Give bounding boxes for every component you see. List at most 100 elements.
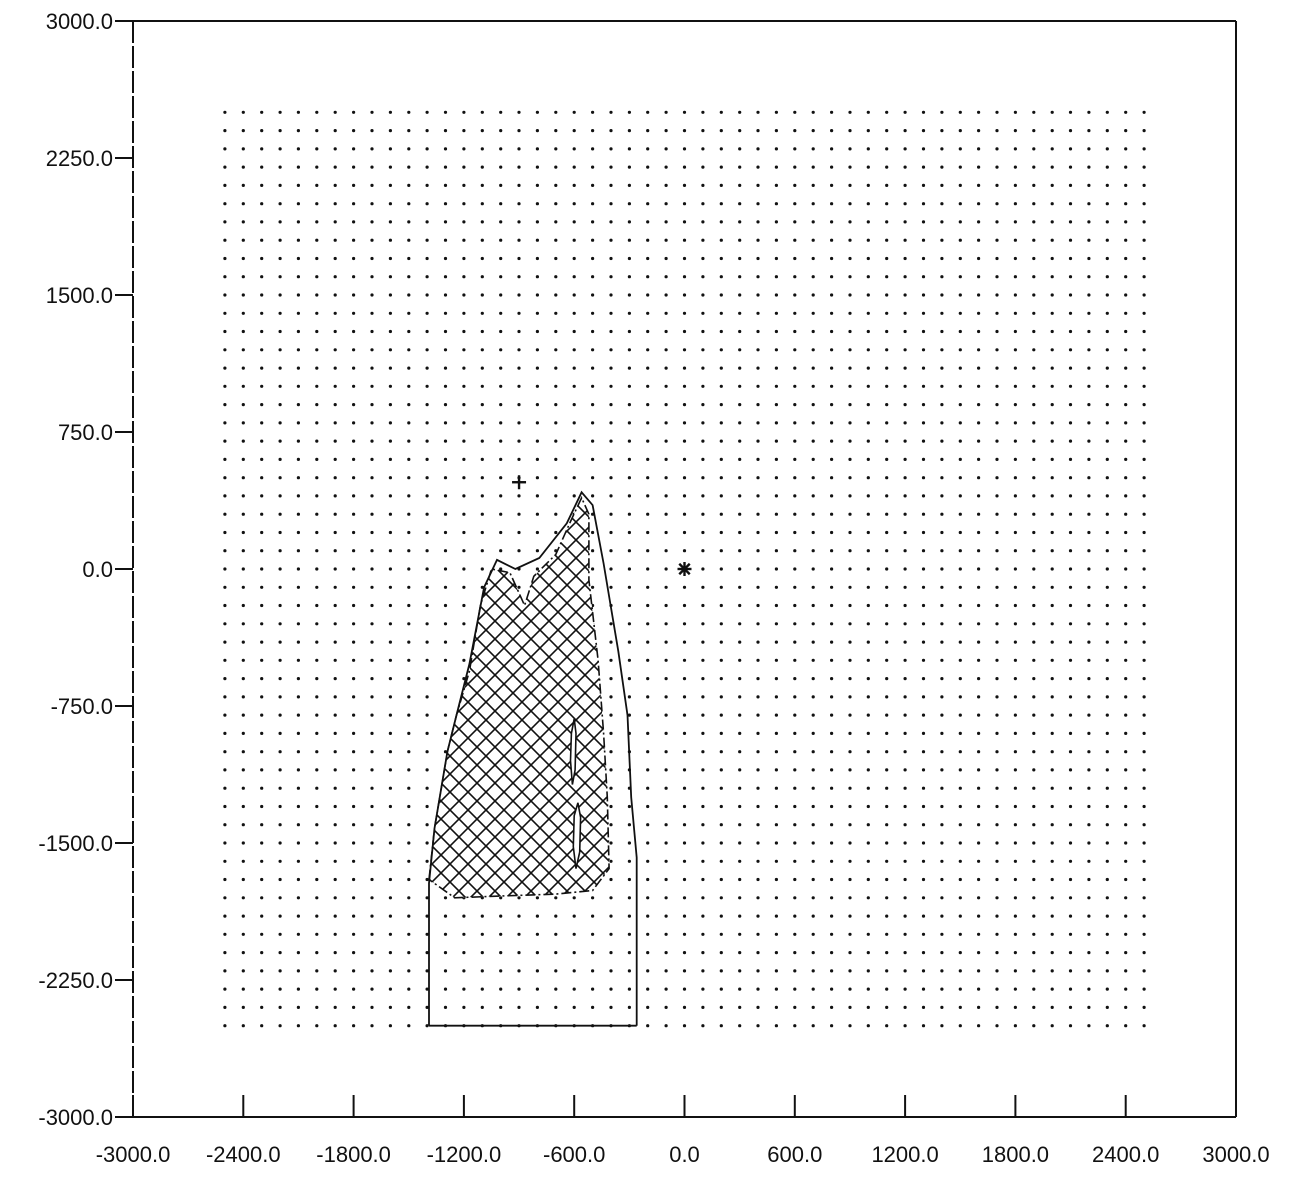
grid-point (848, 348, 852, 352)
grid-point (1013, 220, 1018, 224)
grid-point (793, 677, 797, 681)
grid-point (977, 311, 981, 315)
grid-point (885, 731, 889, 736)
grid-point (774, 713, 779, 717)
grid-point (756, 494, 760, 498)
grid-point (1142, 622, 1146, 626)
grid-point (278, 713, 282, 717)
grid-point (848, 275, 852, 279)
grid-point (1050, 329, 1054, 334)
grid-point (499, 530, 503, 535)
grid-point (554, 110, 558, 114)
grid-point (1068, 1024, 1073, 1028)
grid-point (1050, 713, 1054, 717)
grid-point (664, 220, 668, 224)
y-tick-label: 1500.0 (46, 283, 113, 308)
grid-point (848, 147, 852, 151)
grid-point (1032, 713, 1036, 717)
grid-point (958, 512, 962, 516)
grid-point (1013, 256, 1018, 261)
grid-point (1032, 603, 1036, 608)
grid-point (462, 987, 466, 991)
grid-point (903, 403, 907, 407)
grid-point (241, 476, 245, 480)
grid-point (1068, 512, 1073, 516)
grid-point (793, 1024, 797, 1028)
grid-point (995, 329, 999, 334)
grid-point (995, 713, 999, 717)
grid-point (223, 896, 227, 900)
grid-point (1105, 311, 1109, 315)
grid-point (1124, 695, 1128, 699)
grid-point (738, 731, 742, 736)
grid-point (1068, 585, 1073, 589)
grid-point (609, 896, 613, 900)
grid-point (682, 549, 687, 553)
grid-point (223, 695, 227, 699)
grid-point (627, 311, 632, 315)
grid-point (1124, 549, 1128, 553)
grid-point (756, 768, 760, 772)
grid-point (719, 567, 723, 571)
grid-point (977, 695, 981, 699)
grid-point (1032, 348, 1036, 352)
grid-point (719, 275, 723, 279)
grid-point (921, 603, 926, 608)
grid-point (296, 530, 300, 535)
grid-point (885, 421, 889, 425)
grid-point (940, 129, 944, 133)
grid-point (609, 969, 613, 973)
x-tick-label: 600.0 (767, 1142, 822, 1167)
grid-point (388, 366, 392, 370)
grid-point (701, 951, 705, 955)
grid-point (425, 311, 429, 315)
grid-point (223, 677, 227, 681)
grid-point (315, 293, 319, 297)
grid-point (260, 165, 264, 169)
grid-point (591, 110, 595, 114)
grid-point (609, 147, 613, 151)
grid-point (388, 530, 392, 535)
grid-point (774, 1024, 779, 1028)
grid-point (1105, 183, 1109, 187)
grid-point (995, 403, 999, 407)
y-tick-label: 0.0 (82, 557, 113, 582)
grid-point (352, 238, 356, 242)
grid-point (1068, 896, 1073, 900)
grid-point (370, 494, 374, 498)
grid-point (407, 129, 411, 133)
grid-point (719, 658, 723, 662)
grid-point (1050, 841, 1054, 845)
grid-point (738, 1005, 742, 1010)
grid-point (352, 567, 356, 571)
grid-point (903, 384, 907, 388)
grid-point (774, 786, 779, 790)
grid-point (1087, 457, 1091, 461)
grid-point (1050, 731, 1054, 736)
grid-point (940, 512, 944, 516)
grid-point (499, 165, 503, 169)
grid-point (260, 713, 264, 717)
grid-point (315, 768, 319, 772)
grid-point (646, 713, 650, 717)
grid-point (333, 256, 337, 261)
grid-point (388, 896, 392, 900)
grid-point (958, 202, 962, 206)
grid-point (866, 585, 870, 589)
grid-point (646, 183, 650, 187)
grid-point (756, 476, 760, 480)
grid-point (480, 512, 484, 516)
grid-point (719, 439, 723, 443)
grid-point (609, 786, 613, 790)
grid-point (664, 293, 668, 297)
grid-point (425, 202, 429, 206)
grid-point (315, 786, 319, 790)
grid-point (443, 695, 448, 699)
grid-point (407, 896, 411, 900)
grid-point (535, 914, 540, 918)
grid-point (738, 804, 742, 809)
grid-point (1124, 896, 1128, 900)
grid-point (278, 329, 282, 334)
grid-point (609, 823, 613, 827)
grid-point (1068, 275, 1073, 279)
